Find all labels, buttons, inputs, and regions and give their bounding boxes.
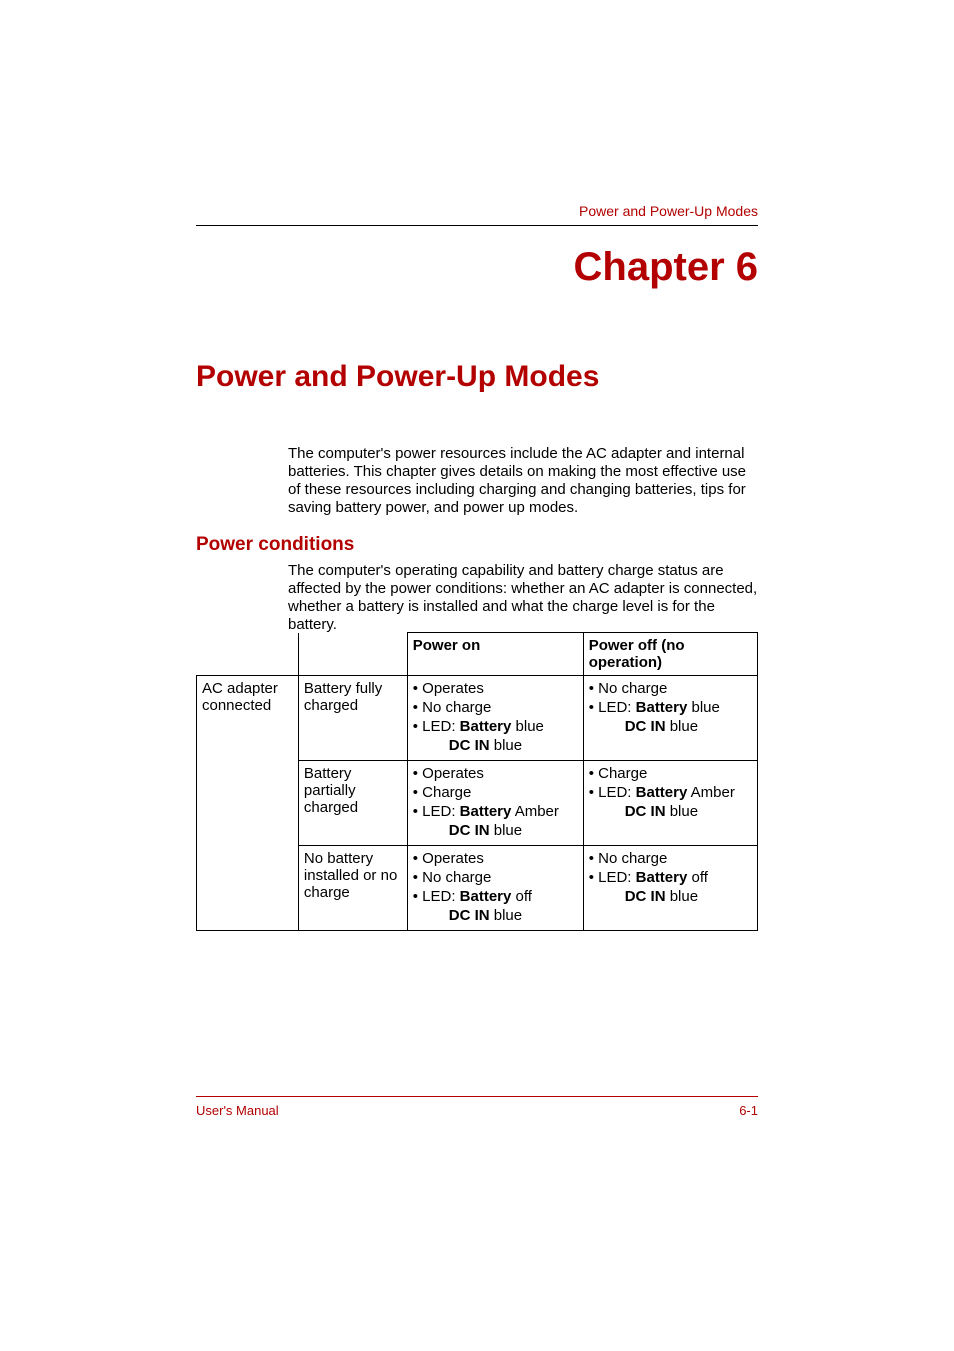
group-label: AC adapter connected	[197, 676, 299, 931]
battery-state: No battery installed or no charge	[298, 846, 407, 931]
power-off-cell: • No charge • LED: Battery off DC IN blu…	[583, 846, 757, 931]
battery-state: Battery partially charged	[298, 761, 407, 846]
power-on-cell: • Operates • No charge • LED: Battery bl…	[407, 676, 583, 761]
battery-state: Battery fully charged	[298, 676, 407, 761]
sub-paragraph: The computer's operating capability and …	[288, 562, 758, 634]
header-breadcrumb: Power and Power-Up Modes	[196, 203, 758, 226]
table-row: AC adapter connected Battery fully charg…	[197, 676, 758, 761]
power-on-cell: • Operates • No charge • LED: Battery of…	[407, 846, 583, 931]
page: Power and Power-Up Modes Chapter 6 Power…	[0, 0, 954, 1351]
chapter-title: Chapter 6	[574, 245, 759, 290]
power-conditions-table: Power on Power off (no operation) AC ada…	[196, 632, 758, 931]
power-off-cell: • No charge • LED: Battery blue DC IN bl…	[583, 676, 757, 761]
intro-paragraph: The computer's power resources include t…	[288, 445, 758, 517]
subheading-power-conditions: Power conditions	[196, 534, 354, 556]
power-off-cell: • Charge • LED: Battery Amber DC IN blue	[583, 761, 757, 846]
footer-page-number: 6-1	[739, 1103, 758, 1118]
footer: User's Manual 6-1	[196, 1096, 758, 1118]
section-title: Power and Power-Up Modes	[196, 360, 599, 394]
power-on-cell: • Operates • Charge • LED: Battery Amber…	[407, 761, 583, 846]
footer-left: User's Manual	[196, 1103, 279, 1118]
col-header-power-off: Power off (no operation)	[583, 633, 757, 676]
table-header-row: Power on Power off (no operation)	[197, 633, 758, 676]
col-header-power-on: Power on	[407, 633, 583, 676]
